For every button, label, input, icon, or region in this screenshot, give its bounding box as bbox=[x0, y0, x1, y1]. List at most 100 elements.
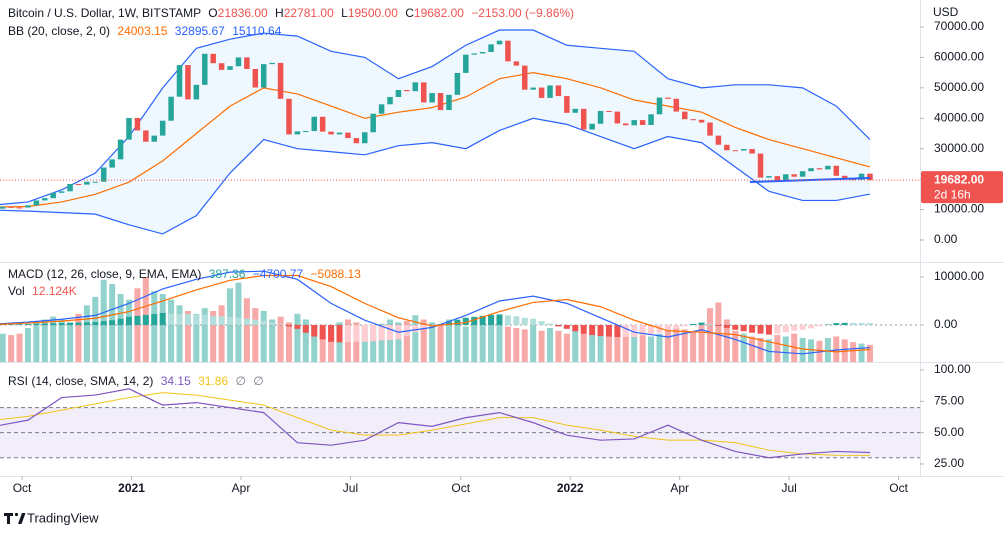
candle bbox=[286, 98, 292, 135]
candle bbox=[766, 176, 772, 178]
histogram-bar bbox=[782, 324, 789, 333]
histogram-bar bbox=[698, 322, 705, 325]
volume-bar bbox=[117, 294, 124, 362]
volume-bar bbox=[555, 330, 562, 362]
volume-bar bbox=[479, 325, 486, 362]
volume-bar bbox=[184, 311, 191, 362]
histogram-bar bbox=[530, 318, 537, 325]
bb-value: 24003.15 bbox=[117, 24, 167, 38]
histogram-bar bbox=[648, 324, 655, 335]
volume-title: Vol bbox=[8, 284, 25, 298]
candle bbox=[67, 184, 73, 192]
volume-bar bbox=[41, 319, 48, 362]
currency-label: USD bbox=[933, 5, 959, 19]
histogram-bar bbox=[83, 322, 90, 325]
volume-bar bbox=[690, 332, 697, 362]
volume-bar bbox=[782, 336, 789, 362]
y-tick-label: 60000.00 bbox=[934, 50, 984, 64]
volume-bar bbox=[420, 319, 427, 362]
histogram-bar bbox=[547, 323, 554, 325]
histogram-bar bbox=[319, 324, 326, 340]
candle bbox=[606, 110, 612, 112]
histogram-bar bbox=[614, 324, 621, 338]
candle bbox=[513, 61, 520, 66]
histogram-bar bbox=[740, 324, 747, 332]
candle bbox=[841, 175, 848, 180]
candle bbox=[109, 159, 115, 168]
candle bbox=[799, 171, 806, 177]
histogram-bar bbox=[521, 317, 528, 325]
volume-bar bbox=[504, 326, 511, 362]
histogram-bar bbox=[757, 324, 764, 334]
histogram-bar bbox=[311, 324, 318, 337]
candle bbox=[564, 96, 570, 113]
candle bbox=[555, 85, 562, 97]
candle bbox=[572, 108, 579, 113]
candle bbox=[50, 192, 56, 199]
candle bbox=[437, 93, 444, 111]
volume-bar bbox=[656, 333, 663, 362]
candle bbox=[159, 120, 166, 136]
histogram-bar bbox=[58, 323, 65, 325]
volume-bar bbox=[589, 335, 596, 362]
y-tick-label: 0.00 bbox=[934, 232, 958, 246]
rsi-value: 34.15 bbox=[161, 374, 191, 388]
volume-bar bbox=[732, 330, 739, 362]
candle bbox=[202, 53, 208, 85]
volume-bar bbox=[706, 308, 713, 362]
ohlc-value: 22781.00 bbox=[284, 6, 334, 20]
volume-bar bbox=[50, 316, 57, 362]
volume-bar bbox=[193, 313, 200, 362]
candle bbox=[791, 174, 797, 177]
volume-bar bbox=[210, 311, 217, 362]
volume-bar bbox=[311, 325, 318, 362]
candle bbox=[134, 117, 141, 131]
candle bbox=[311, 116, 317, 132]
y-tick-label: 30000.00 bbox=[934, 141, 984, 155]
volume-bar bbox=[412, 315, 419, 362]
candle bbox=[698, 119, 705, 123]
histogram-bar bbox=[302, 324, 309, 333]
candle bbox=[496, 40, 503, 45]
candle bbox=[404, 89, 410, 92]
candle bbox=[429, 93, 435, 103]
histogram-bar bbox=[269, 322, 276, 325]
candle bbox=[395, 89, 402, 97]
band-fill bbox=[0, 30, 870, 234]
histogram-bar bbox=[605, 324, 612, 337]
volume-value: 12.124K bbox=[32, 284, 77, 298]
volume-bar bbox=[757, 337, 764, 362]
candle bbox=[631, 120, 637, 126]
rsi-ma-line bbox=[0, 392, 870, 456]
candle bbox=[850, 179, 856, 181]
band-line bbox=[0, 29, 871, 206]
volume-bar bbox=[808, 339, 815, 362]
candle bbox=[8, 206, 14, 208]
histogram-bar bbox=[664, 324, 671, 332]
volume-bar bbox=[125, 299, 132, 362]
histogram-bar bbox=[285, 324, 292, 327]
logo-icon bbox=[4, 513, 13, 524]
y-tick-label: 100.00 bbox=[934, 362, 971, 376]
histogram-bar bbox=[353, 324, 360, 342]
histogram-bar bbox=[142, 314, 149, 325]
candle bbox=[193, 84, 200, 100]
rsi-legend: RSI (14, close, SMA, 14, 2) 34.15 31.86 … bbox=[8, 374, 264, 388]
candle bbox=[244, 57, 250, 69]
volume-bar bbox=[168, 299, 175, 362]
volume-bar bbox=[765, 339, 772, 362]
volume-bar bbox=[328, 325, 335, 362]
y-tick-label: 10000.00 bbox=[934, 269, 984, 283]
rsi-value: 31.86 bbox=[198, 374, 228, 388]
histogram-bar bbox=[639, 324, 646, 336]
candle bbox=[328, 131, 334, 135]
histogram-bar bbox=[622, 324, 629, 338]
symbol-legend: Bitcoin / U.S. Dollar, 1W, BITSTAMP O218… bbox=[8, 6, 574, 20]
volume-bar bbox=[285, 322, 292, 362]
histogram-bar bbox=[858, 323, 865, 325]
ohlc-value: 21836.00 bbox=[218, 6, 268, 20]
histogram-bar bbox=[656, 324, 663, 333]
histogram-bar bbox=[336, 324, 343, 343]
logo[interactable]: TradingView bbox=[4, 510, 99, 525]
histogram-bar bbox=[597, 324, 604, 337]
